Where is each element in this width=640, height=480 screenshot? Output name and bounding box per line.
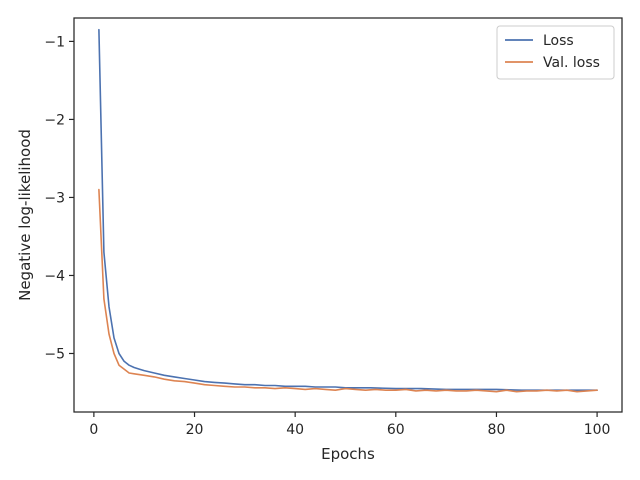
x-tick-label: 100: [584, 422, 611, 438]
legend: Loss Val. loss: [496, 25, 615, 80]
x-tick-label: 40: [286, 422, 304, 438]
x-tick-label: 0: [89, 422, 98, 438]
x-axis-title: Epochs: [321, 445, 375, 463]
y-axis-ticks: −1 −2 −3 −4 −5: [44, 34, 74, 362]
series-line-val-loss: [98, 188, 598, 393]
x-tick-label: 20: [186, 422, 204, 438]
y-tick-label: −4: [44, 268, 65, 284]
legend-label: Val. loss: [543, 55, 600, 71]
series-layer: [98, 28, 598, 393]
y-axis-title: Negative log-likelihood: [16, 129, 34, 301]
x-axis-ticks: 0 20 40 60 80 100: [89, 412, 610, 438]
x-tick-label: 60: [387, 422, 405, 438]
plot-frame: [73, 17, 623, 413]
legend-label: Loss: [543, 33, 574, 49]
x-tick-label: 80: [488, 422, 506, 438]
series-line-loss: [98, 28, 598, 392]
y-tick-label: −5: [44, 346, 65, 362]
y-tick-label: −2: [44, 112, 65, 128]
y-tick-label: −1: [44, 34, 65, 50]
y-tick-label: −3: [44, 190, 65, 206]
